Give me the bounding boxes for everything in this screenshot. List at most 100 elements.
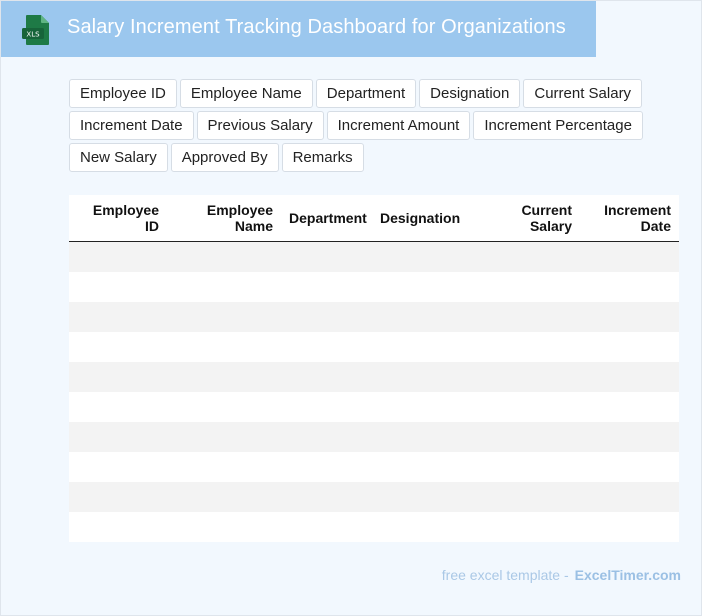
column-tag-increment-amount[interactable]: Increment Amount xyxy=(326,111,471,140)
table-cell[interactable] xyxy=(167,241,281,272)
table-cell[interactable] xyxy=(478,482,580,512)
table-cell[interactable] xyxy=(167,482,281,512)
table-row xyxy=(69,512,679,542)
table-cell[interactable] xyxy=(167,362,281,392)
xls-label: XLS xyxy=(26,31,40,39)
column-tag-remarks[interactable]: Remarks xyxy=(281,143,364,172)
table-cell[interactable] xyxy=(69,241,167,272)
header-employee-id[interactable]: Employee ID xyxy=(69,195,167,242)
table-cell[interactable] xyxy=(281,272,372,302)
table-cell[interactable] xyxy=(281,392,372,422)
column-tag-new-salary[interactable]: New Salary xyxy=(69,143,168,172)
table-cell[interactable] xyxy=(580,452,679,482)
table-cell[interactable] xyxy=(478,332,580,362)
table-cell[interactable] xyxy=(478,512,580,542)
page-title: Salary Increment Tracking Dashboard for … xyxy=(67,16,566,38)
table-cell[interactable] xyxy=(478,241,580,272)
table-cell[interactable] xyxy=(69,512,167,542)
footer-prefix: free excel template - xyxy=(441,567,569,583)
table-row xyxy=(69,362,679,392)
table-cell[interactable] xyxy=(281,512,372,542)
table-cell[interactable] xyxy=(372,452,478,482)
table-cell[interactable] xyxy=(281,482,372,512)
column-tag-increment-percentage[interactable]: Increment Percentage xyxy=(473,111,643,140)
table-cell[interactable] xyxy=(281,302,372,332)
table-cell[interactable] xyxy=(372,332,478,362)
table-cell[interactable] xyxy=(281,452,372,482)
column-tag-current-salary[interactable]: Current Salary xyxy=(523,79,643,108)
table-cell[interactable] xyxy=(372,272,478,302)
header-employee-name[interactable]: Employee Name xyxy=(167,195,281,242)
table-cell[interactable] xyxy=(580,422,679,452)
table-body xyxy=(69,241,679,542)
table-row xyxy=(69,332,679,362)
header-current-salary[interactable]: Current Salary xyxy=(478,195,580,242)
table-cell[interactable] xyxy=(372,302,478,332)
table-cell[interactable] xyxy=(167,392,281,422)
table-cell[interactable] xyxy=(372,482,478,512)
column-tag-employee-id[interactable]: Employee ID xyxy=(69,79,177,108)
table-cell[interactable] xyxy=(372,241,478,272)
table-cell[interactable] xyxy=(69,482,167,512)
table-row xyxy=(69,302,679,332)
table-cell[interactable] xyxy=(167,512,281,542)
table-cell[interactable] xyxy=(478,272,580,302)
header-department[interactable]: Department xyxy=(281,195,372,242)
table-cell[interactable] xyxy=(478,302,580,332)
table-cell[interactable] xyxy=(69,302,167,332)
table-cell[interactable] xyxy=(281,241,372,272)
table-cell[interactable] xyxy=(580,302,679,332)
table-cell[interactable] xyxy=(69,362,167,392)
table-cell[interactable] xyxy=(69,272,167,302)
data-table-container: Employee ID Employee Name Department Des… xyxy=(69,195,679,542)
table-cell[interactable] xyxy=(580,362,679,392)
table-cell[interactable] xyxy=(580,392,679,422)
table-cell[interactable] xyxy=(372,422,478,452)
table-cell[interactable] xyxy=(167,332,281,362)
table-cell[interactable] xyxy=(372,512,478,542)
column-tag-previous-salary[interactable]: Previous Salary xyxy=(196,111,324,140)
data-table: Employee ID Employee Name Department Des… xyxy=(69,195,679,542)
table-cell[interactable] xyxy=(281,332,372,362)
table-cell[interactable] xyxy=(478,362,580,392)
table-row xyxy=(69,272,679,302)
title-banner: XLS Salary Increment Tracking Dashboard … xyxy=(1,1,596,57)
column-tag-increment-date[interactable]: Increment Date xyxy=(69,111,194,140)
table-cell[interactable] xyxy=(167,422,281,452)
table-row xyxy=(69,452,679,482)
footer-brand-link[interactable]: ExcelTimer.com xyxy=(574,567,681,583)
table-header-row: Employee ID Employee Name Department Des… xyxy=(69,195,679,242)
table-row xyxy=(69,392,679,422)
table-cell[interactable] xyxy=(580,272,679,302)
table-cell[interactable] xyxy=(167,302,281,332)
table-row xyxy=(69,241,679,272)
table-cell[interactable] xyxy=(69,422,167,452)
table-cell[interactable] xyxy=(167,272,281,302)
table-cell[interactable] xyxy=(478,452,580,482)
column-tag-designation[interactable]: Designation xyxy=(419,79,521,108)
table-cell[interactable] xyxy=(69,392,167,422)
table-cell[interactable] xyxy=(580,241,679,272)
table-cell[interactable] xyxy=(580,512,679,542)
header-increment-date[interactable]: Increment Date xyxy=(580,195,679,242)
table-cell[interactable] xyxy=(69,332,167,362)
table-row xyxy=(69,422,679,452)
table-cell[interactable] xyxy=(478,392,580,422)
column-tag-list: Employee ID Employee Name Department Des… xyxy=(69,79,649,172)
table-cell[interactable] xyxy=(478,422,580,452)
table-row xyxy=(69,482,679,512)
column-tag-employee-name[interactable]: Employee Name xyxy=(179,79,313,108)
column-tag-department[interactable]: Department xyxy=(315,79,417,108)
table-cell[interactable] xyxy=(372,392,478,422)
table-cell[interactable] xyxy=(69,452,167,482)
table-cell[interactable] xyxy=(372,362,478,392)
table-cell[interactable] xyxy=(281,362,372,392)
footer-credit: free excel template - ExcelTimer.com xyxy=(442,567,681,583)
table-cell[interactable] xyxy=(167,452,281,482)
table-cell[interactable] xyxy=(580,332,679,362)
table-cell[interactable] xyxy=(281,422,372,452)
table-cell[interactable] xyxy=(580,482,679,512)
header-designation[interactable]: Designation xyxy=(372,195,478,242)
column-tag-approved-by[interactable]: Approved By xyxy=(170,143,279,172)
